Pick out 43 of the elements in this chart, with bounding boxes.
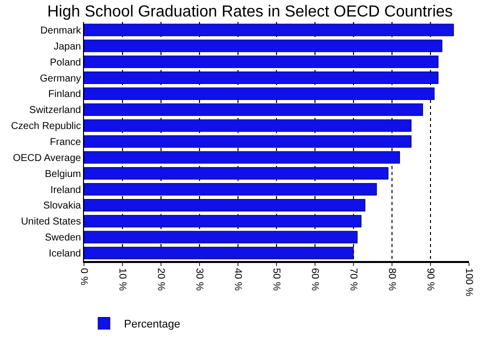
x-tick-label: 20 % <box>154 268 166 291</box>
y-tick-label: United States <box>20 216 81 228</box>
x-tick-label: 60 % <box>308 268 320 291</box>
y-tick-label: Czech Republic <box>10 121 81 132</box>
x-tick-label: 70 % <box>347 268 358 291</box>
x-tick-label: 40 % <box>232 268 243 291</box>
x-tick-label: 30 % <box>193 268 204 291</box>
bar <box>84 246 354 260</box>
x-tick-label: 100 % <box>462 268 474 296</box>
y-tick-label: Sweden <box>44 232 81 244</box>
legend-label: Percentage <box>124 318 180 331</box>
x-tick-label: 0 % <box>78 268 89 286</box>
y-tick-label: Ireland <box>50 184 81 196</box>
y-tick-label: Poland <box>50 57 81 68</box>
y-tick-label: France <box>50 137 82 148</box>
bar <box>84 72 438 84</box>
bar <box>84 167 388 180</box>
y-tick-label: Iceland <box>48 248 81 260</box>
bar <box>84 199 366 212</box>
bar <box>84 135 412 148</box>
x-tick-label: 80 % <box>386 268 397 291</box>
y-tick-label: Switzerland <box>29 105 81 116</box>
x-tick-label: 90 % <box>424 268 436 291</box>
bar <box>84 230 358 244</box>
bar <box>84 56 438 68</box>
y-tick-label: Japan <box>54 41 81 52</box>
x-tick-label: 50 % <box>270 268 282 291</box>
bar <box>84 40 442 52</box>
x-tick-label: 10 % <box>116 268 128 291</box>
y-tick-label: Denmark <box>40 25 82 36</box>
y-tick-label: Germany <box>40 73 81 84</box>
y-tick-label: Belgium <box>44 168 81 180</box>
y-tick-label: OECD Average <box>12 152 82 164</box>
chart-title: High School Graduation Rates in Select OECD Countries <box>47 3 453 20</box>
y-tick-label: Finland <box>48 89 81 100</box>
bar <box>84 214 362 228</box>
bar <box>84 24 454 36</box>
bar <box>84 183 377 196</box>
bar <box>84 119 412 132</box>
bar <box>84 103 424 116</box>
bar <box>84 151 400 164</box>
bar <box>84 87 435 100</box>
y-tick-label: Slovakia <box>43 200 82 212</box>
